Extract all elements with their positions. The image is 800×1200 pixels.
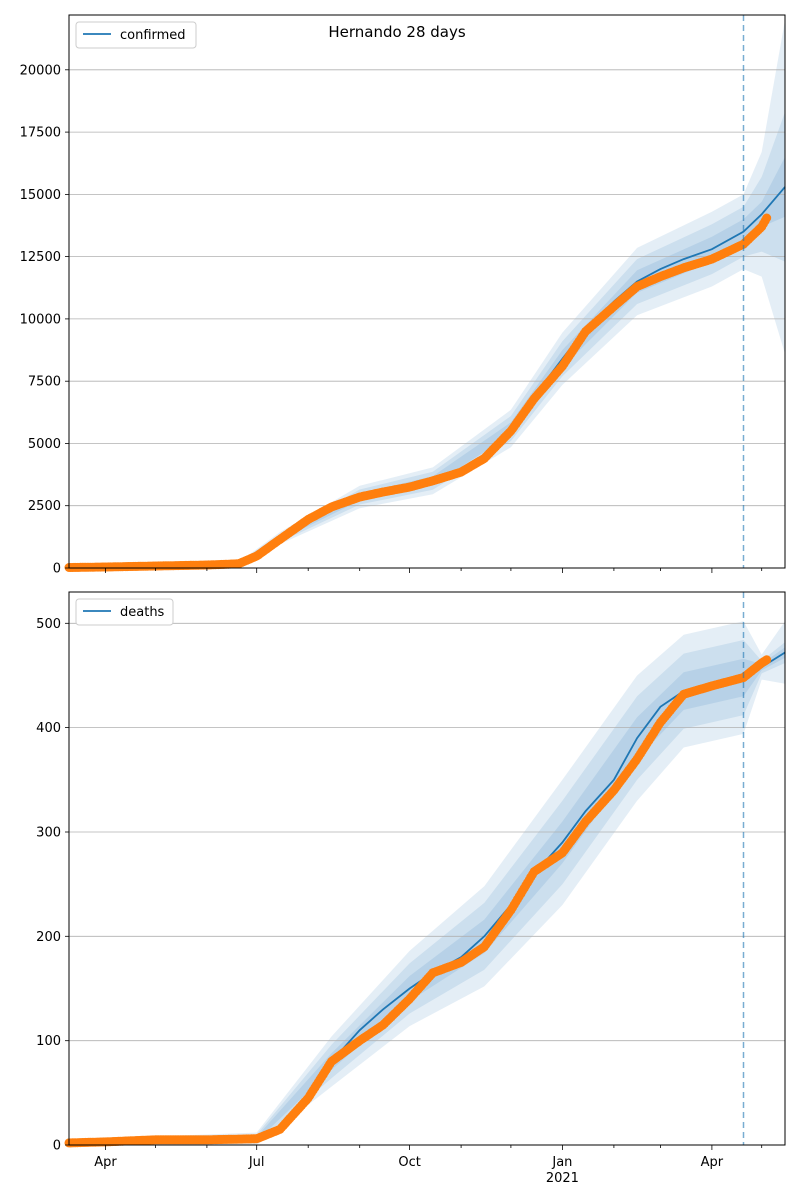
y-tick-label: 17500	[20, 126, 61, 141]
confirmed-legend: confirmed	[75, 21, 197, 49]
deaths-y-axis-ticks: 0 100 200 300 400 500	[36, 617, 69, 1154]
band-middle-history	[69, 640, 744, 1145]
legend-label: deaths	[120, 605, 165, 620]
y-tick-label: 5000	[28, 437, 61, 452]
figure-title: Hernando 28 days	[328, 23, 466, 41]
band-outer-history	[69, 194, 744, 568]
deaths-axes-frame	[68, 591, 786, 1146]
y-tick-label: 400	[36, 721, 61, 736]
y-tick-label: 200	[36, 930, 61, 945]
band-outer-forecast	[743, 20, 785, 354]
band-inner-history	[69, 219, 744, 568]
band-outer-forecast	[743, 621, 785, 734]
confirmed-axes: 0 2500 5000 7500 10000 12500 15000 17500 20000 c…	[20, 14, 786, 577]
y-tick-label: 12500	[20, 250, 61, 265]
observed-point	[762, 655, 772, 665]
x-tick-label: Jul	[248, 1155, 265, 1170]
band-outer-history	[69, 621, 744, 1145]
deaths-observed-points	[64, 655, 772, 1148]
y-tick-label: 300	[36, 826, 61, 841]
legend-box	[75, 598, 174, 626]
confirmed-x-axis-ticks	[105, 568, 763, 573]
x-tick-label: Apr	[701, 1155, 724, 1170]
y-tick-label: 10000	[20, 312, 61, 327]
y-tick-label: 7500	[28, 375, 61, 390]
deaths-legend: deaths	[75, 598, 174, 626]
x-tick-label: Jan	[551, 1155, 572, 1170]
legend-label: confirmed	[120, 28, 186, 43]
y-tick-label: 0	[53, 562, 61, 577]
y-tick-label: 100	[36, 1034, 61, 1049]
x-tick-year-label: 2021	[546, 1171, 579, 1186]
confirmed-axes-frame	[68, 14, 786, 569]
band-middle-forecast	[743, 112, 785, 262]
observed-point	[762, 213, 772, 223]
legend-box	[75, 21, 197, 49]
y-tick-label: 15000	[20, 188, 61, 203]
y-tick-label: 500	[36, 617, 61, 632]
confirmed-uncertainty-bands	[69, 20, 785, 568]
x-tick-label: Apr	[94, 1155, 117, 1170]
y-tick-label: 2500	[28, 499, 61, 514]
y-tick-label: 0	[53, 1139, 61, 1154]
band-middle-history	[69, 206, 744, 568]
y-tick-label: 20000	[20, 63, 61, 78]
x-tick-label: Oct	[398, 1155, 420, 1170]
confirmed-y-axis-ticks: 0 2500 5000 7500 10000 12500 15000 17500 20000	[20, 63, 69, 577]
